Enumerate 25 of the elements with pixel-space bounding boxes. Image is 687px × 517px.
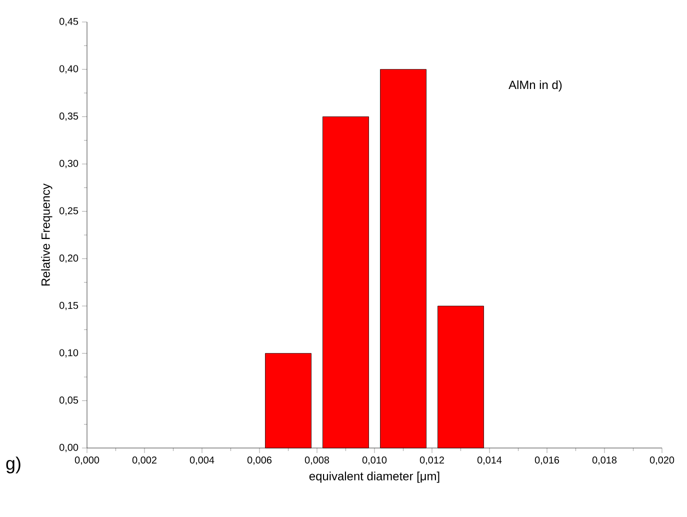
y-tick-label: 0,35 (59, 112, 78, 121)
x-tick-label: 0,006 (247, 456, 272, 465)
x-axis-title: equivalent diameter [μm] (309, 472, 440, 483)
y-tick-label: 0,45 (59, 18, 78, 26)
y-tick-label: 0,25 (59, 207, 78, 216)
y-tick-label: 0,10 (59, 349, 78, 358)
text: g) (6, 456, 20, 474)
y-tick-label: 0,30 (59, 160, 78, 168)
y-tick-label: 0,20 (59, 254, 78, 263)
y-tick-label: 0,00 (59, 444, 78, 452)
y-tick-label: 0,40 (59, 65, 78, 74)
x-tick-label: 0,014 (477, 456, 502, 465)
y-axis-title: Relative Frequency (41, 184, 52, 286)
y-tick-label: 0,05 (59, 396, 78, 405)
x-tick-label: 0,004 (190, 456, 214, 465)
annotation: AlMn in d) (508, 80, 562, 92)
x-tick-label: 0,010 (362, 456, 387, 465)
y-tick-label: 0,15 (59, 302, 78, 310)
x-tick-label: 0,018 (592, 456, 617, 465)
x-tick-label: 0,012 (420, 456, 444, 465)
x-tick-label: 0,008 (304, 456, 330, 465)
x-tick-label: 0,002 (132, 456, 156, 465)
x-tick-label: 0,000 (74, 456, 100, 465)
x-tick-label: 0,020 (650, 456, 674, 465)
x-tick-label: 0,016 (534, 456, 560, 465)
